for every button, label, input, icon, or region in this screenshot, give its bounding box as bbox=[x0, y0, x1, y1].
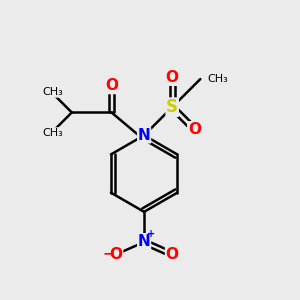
Text: N: N bbox=[138, 234, 151, 249]
Text: O: O bbox=[188, 122, 201, 137]
Text: CH₃: CH₃ bbox=[42, 128, 63, 138]
Text: O: O bbox=[105, 79, 118, 94]
Text: O: O bbox=[110, 247, 123, 262]
Text: S: S bbox=[166, 98, 178, 116]
Text: O: O bbox=[166, 70, 179, 85]
Text: −: − bbox=[102, 246, 114, 260]
Text: CH₃: CH₃ bbox=[208, 74, 228, 84]
Text: O: O bbox=[166, 247, 178, 262]
Text: CH₃: CH₃ bbox=[42, 87, 63, 97]
Text: +: + bbox=[147, 229, 155, 239]
Text: N: N bbox=[138, 128, 151, 143]
